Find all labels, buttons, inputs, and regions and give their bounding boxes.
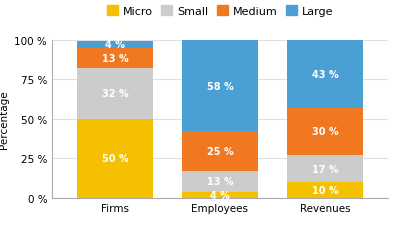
Text: 25 %: 25 % — [207, 146, 233, 157]
Bar — [287, 40, 363, 108]
Text: 58 %: 58 % — [207, 81, 233, 91]
Bar — [287, 182, 363, 198]
Bar — [182, 192, 258, 198]
Text: 13 %: 13 % — [207, 176, 233, 187]
Text: 50 %: 50 % — [102, 154, 128, 164]
Text: 32 %: 32 % — [102, 89, 128, 99]
Bar — [77, 69, 153, 119]
Bar — [77, 48, 153, 69]
Text: 10 %: 10 % — [312, 185, 338, 195]
Y-axis label: Percentage: Percentage — [0, 90, 9, 148]
Text: 4 %: 4 % — [210, 190, 230, 200]
Bar — [77, 119, 153, 198]
Bar — [182, 132, 258, 171]
Text: 4 %: 4 % — [105, 40, 125, 50]
Legend: Micro, Small, Medium, Large: Micro, Small, Medium, Large — [102, 2, 338, 21]
Bar — [77, 42, 153, 48]
Text: 43 %: 43 % — [312, 69, 338, 79]
Bar — [182, 171, 258, 192]
Bar — [287, 108, 363, 155]
Text: 17 %: 17 % — [312, 164, 338, 174]
Bar — [182, 40, 258, 132]
Text: 30 %: 30 % — [312, 127, 338, 137]
Bar — [287, 155, 363, 182]
Text: 13 %: 13 % — [102, 54, 128, 64]
